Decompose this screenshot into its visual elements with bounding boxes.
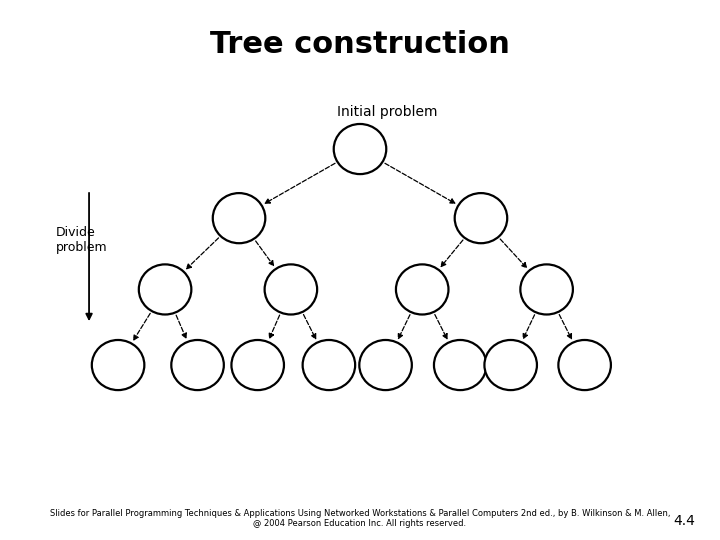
Ellipse shape (455, 193, 507, 243)
Ellipse shape (213, 193, 265, 243)
Ellipse shape (434, 340, 487, 390)
Text: @ 2004 Pearson Education Inc. All rights reserved.: @ 2004 Pearson Education Inc. All rights… (253, 519, 467, 528)
Ellipse shape (559, 340, 611, 390)
Text: Slides for Parallel Programming Techniques & Applications Using Networked Workst: Slides for Parallel Programming Techniqu… (50, 509, 670, 518)
Text: Initial problem: Initial problem (338, 105, 438, 119)
Ellipse shape (521, 265, 573, 314)
Ellipse shape (139, 265, 192, 314)
Text: 4.4: 4.4 (673, 514, 695, 528)
Ellipse shape (231, 340, 284, 390)
Ellipse shape (265, 265, 317, 314)
Ellipse shape (334, 124, 386, 174)
Ellipse shape (396, 265, 449, 314)
Ellipse shape (302, 340, 355, 390)
Text: Tree construction: Tree construction (210, 30, 510, 59)
Ellipse shape (485, 340, 537, 390)
Ellipse shape (171, 340, 224, 390)
Text: Divide
problem: Divide problem (56, 226, 107, 254)
Ellipse shape (359, 340, 412, 390)
Ellipse shape (92, 340, 144, 390)
